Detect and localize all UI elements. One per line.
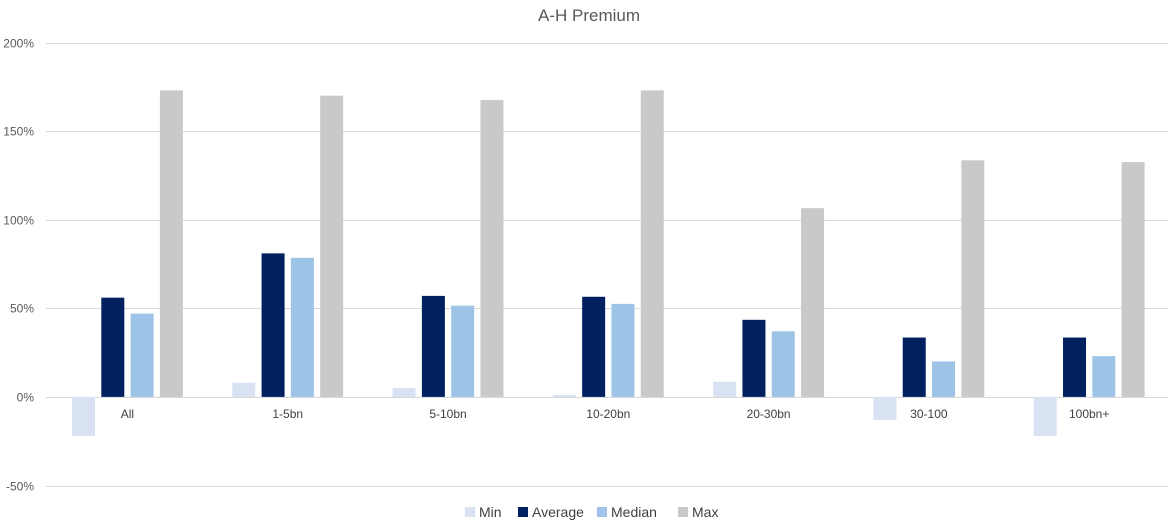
legend-swatch-max [678,507,688,517]
bar-max-10-20bn [640,90,664,397]
bar-median-1-5bn [290,257,314,397]
bar-max-20-30bn [801,208,825,397]
y-tick-label: 0% [17,391,35,405]
bar-average-30-100 [902,337,926,397]
gridlines [46,43,1168,487]
y-axis-tick-labels: -50% 0% 50% 100% 150% 200% [3,37,34,494]
bar-max-5-10bn [480,100,504,397]
bar-min-1-5bn [232,382,256,397]
x-category-label: 1-5bn [272,407,303,421]
bar-min-20-30bn [713,381,737,397]
bar-max-100bn+ [1121,162,1145,397]
y-tick-label: 50% [10,302,34,316]
bar-average-1-5bn [261,253,285,397]
legend: Min Average Median Max [465,504,718,520]
bar-median-20-30bn [771,331,795,397]
bar-min-100bn+ [1033,396,1057,436]
x-category-label: 100bn+ [1069,407,1109,421]
bar-median-100bn+ [1092,356,1116,397]
x-category-label: All [121,407,134,421]
bars [72,90,1145,436]
y-tick-label: 100% [3,214,34,228]
x-category-label: 5-10bn [429,407,466,421]
bar-max-1-5bn [320,95,344,397]
bar-max-all [159,90,183,397]
bar-max-30-100 [961,160,985,397]
legend-label-max: Max [692,504,718,520]
bar-min-all [72,396,95,436]
legend-label-average: Average [532,504,584,520]
y-tick-label: 200% [3,37,34,51]
bar-median-10-20bn [611,303,635,397]
bar-average-5-10bn [421,295,445,397]
bar-average-all [101,297,125,397]
legend-label-min: Min [479,504,502,520]
legend-label-median: Median [611,504,657,520]
legend-swatch-median [597,507,607,517]
y-tick-label: -50% [6,480,34,494]
bar-average-100bn+ [1063,337,1087,397]
chart-title: A-H Premium [538,6,640,25]
x-axis-category-labels: All 1-5bn 5-10bn 10-20bn 20-30bn 30-100 100bn+ [121,407,1110,421]
x-category-label: 10-20bn [586,407,630,421]
y-tick-label: 150% [3,125,34,139]
bar-average-10-20bn [582,296,606,397]
bar-median-all [130,313,154,397]
bar-median-30-100 [932,361,956,397]
x-category-label: 30-100 [910,407,948,421]
bar-average-20-30bn [742,319,766,397]
bar-min-5-10bn [392,388,416,397]
legend-swatch-average [518,507,528,517]
bar-min-10-20bn [552,395,576,397]
bar-median-5-10bn [451,305,475,397]
bar-min-30-100 [873,396,897,420]
x-category-label: 20-30bn [747,407,791,421]
legend-swatch-min [465,507,475,517]
